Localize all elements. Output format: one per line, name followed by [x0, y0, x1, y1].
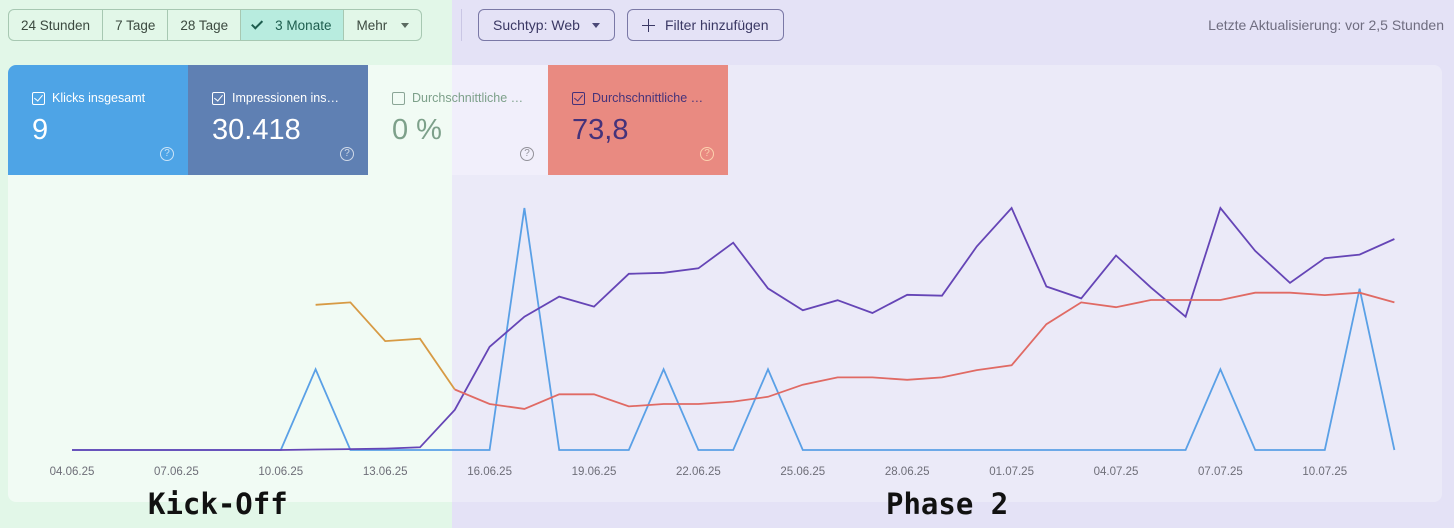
metric-value: 30.418 [212, 114, 301, 146]
x-tick-label: 04.07.25 [1094, 466, 1139, 478]
add-filter-button[interactable]: Filter hinzufügen [627, 9, 784, 41]
range-24h-label: 24 Stunden [21, 17, 91, 33]
date-range-selector: 24 Stunden 7 Tage 28 Tage 3 Monate Mehr [8, 9, 423, 41]
x-tick-label: 10.06.25 [258, 466, 303, 478]
range-7d-button[interactable]: 7 Tage [103, 10, 169, 40]
range-7d-label: 7 Tage [115, 17, 156, 33]
metric-tile-ctr[interactable]: Durchschnittliche … 0 % ? [368, 65, 548, 175]
series-line-impressions [72, 206, 1395, 451]
metric-label: Impressionen ins… [232, 91, 339, 105]
plus-icon [642, 18, 655, 32]
metric-label: Klicks insgesamt [52, 91, 146, 105]
x-tick-label: 13.06.25 [363, 466, 408, 478]
checkbox-icon[interactable] [392, 91, 405, 105]
metric-value: 0 % [392, 114, 442, 146]
x-tick-label: 04.06.25 [50, 466, 95, 478]
metric-label: Durchschnittliche … [412, 91, 524, 105]
x-tick-label: 16.06.25 [467, 466, 512, 478]
series-line-clicks [72, 207, 1396, 451]
caret-down-icon [401, 22, 410, 28]
range-24h-button[interactable]: 24 Stunden [9, 10, 104, 40]
toolbar-divider [461, 9, 462, 41]
help-icon[interactable]: ? [520, 147, 534, 161]
metric-value: 73,8 [572, 114, 629, 146]
phase-kickoff-label: Kick-Off [148, 487, 288, 521]
phase-2-label: Phase 2 [886, 487, 1009, 521]
metric-tile-position[interactable]: Durchschnittliche … 73,8 ? [548, 65, 728, 175]
metric-value: 9 [32, 114, 49, 146]
search-type-label: Suchtyp: Web [493, 17, 580, 33]
caret-down-icon [591, 22, 600, 28]
range-more-label: Mehr [356, 17, 388, 33]
help-icon[interactable]: ? [340, 147, 354, 161]
search-type-dropdown[interactable]: Suchtyp: Web [478, 9, 615, 41]
metric-tile-impressions[interactable]: Impressionen ins… 30.418 ? [188, 65, 368, 175]
range-3m-button[interactable]: 3 Monate [241, 10, 345, 40]
checkbox-icon[interactable] [572, 91, 585, 105]
x-tick-label: 07.07.25 [1198, 466, 1243, 478]
last-update-text: Letzte Aktualisierung: vor 2,5 Stunden [1208, 17, 1444, 33]
x-tick-label: 28.06.25 [885, 466, 930, 478]
toolbar: 24 Stunden 7 Tage 28 Tage 3 Monate Mehr … [8, 9, 1444, 41]
range-3m-label: 3 Monate [275, 17, 332, 33]
checkbox-icon[interactable] [32, 91, 45, 105]
x-tick-label: 10.07.25 [1302, 466, 1347, 478]
help-icon[interactable]: ? [160, 147, 174, 161]
x-tick-label: 19.06.25 [572, 466, 617, 478]
checkbox-icon[interactable] [212, 91, 225, 105]
x-tick-label: 01.07.25 [989, 466, 1034, 478]
metric-tile-clicks[interactable]: Klicks insgesamt 9 ? [8, 65, 188, 175]
add-filter-label: Filter hinzufügen [665, 17, 769, 33]
x-tick-label: 07.06.25 [154, 466, 199, 478]
help-icon[interactable]: ? [700, 147, 714, 161]
x-tick-label: 22.06.25 [676, 466, 721, 478]
x-tick-label: 25.06.25 [780, 466, 825, 478]
metric-label: Durchschnittliche … [592, 91, 704, 105]
range-28d-button[interactable]: 28 Tage [168, 10, 242, 40]
series-line-ctr [315, 301, 456, 391]
range-more-button[interactable]: Mehr [344, 10, 421, 40]
series-line-position [454, 291, 1395, 410]
range-28d-label: 28 Tage [180, 17, 229, 33]
